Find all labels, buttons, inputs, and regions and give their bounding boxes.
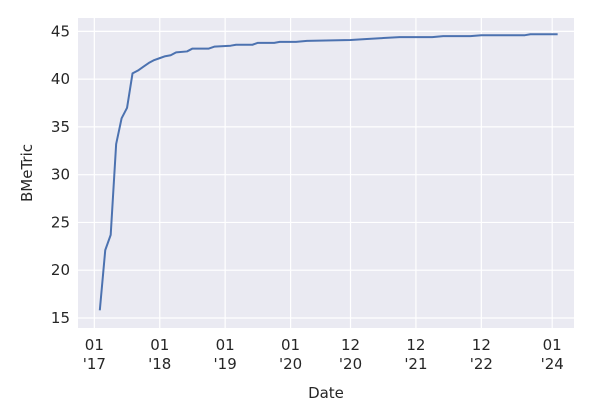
x-tick-label-line: '17 <box>83 355 106 373</box>
y-tick-label: 45 <box>51 22 70 40</box>
y-tick-label: 25 <box>51 213 70 231</box>
x-tick-label-line: 01 <box>150 336 169 354</box>
x-tick-label-line: '20 <box>339 355 362 373</box>
x-tick-label-line: 01 <box>543 336 562 354</box>
x-tick-label-line: '20 <box>279 355 302 373</box>
x-tick-label: 12'22 <box>470 336 493 373</box>
x-tick-label-line: 01 <box>85 336 104 354</box>
x-tick-label: 01'18 <box>148 336 171 373</box>
x-tick-label-line: 12 <box>472 336 491 354</box>
x-tick-label-line: 01 <box>281 336 300 354</box>
x-tick-label-line: '19 <box>214 355 237 373</box>
x-tick-label: 12'21 <box>404 336 427 373</box>
x-tick-label: 01'17 <box>83 336 106 373</box>
y-tick-label: 40 <box>51 70 70 88</box>
x-tick-label-line: '21 <box>404 355 427 373</box>
y-tick-label: 35 <box>51 118 70 136</box>
y-tick-label: 15 <box>51 309 70 327</box>
x-axis-label: Date <box>308 384 344 402</box>
x-tick-label-line: '22 <box>470 355 493 373</box>
y-tick-label: 30 <box>51 166 70 184</box>
x-tick-label: 01'24 <box>541 336 564 373</box>
x-tick-label-line: '18 <box>148 355 171 373</box>
plot-area <box>78 18 574 328</box>
data-line <box>98 33 558 311</box>
y-axis-label: BMeTric <box>18 144 36 202</box>
x-tick-label-line: 12 <box>341 336 360 354</box>
x-tick-label: 01'20 <box>279 336 302 373</box>
x-tick-label: 01'19 <box>214 336 237 373</box>
x-tick-label-line: 01 <box>216 336 235 354</box>
x-tick-label-line: '24 <box>541 355 564 373</box>
x-tick-label-line: 12 <box>406 336 425 354</box>
y-tick-label: 20 <box>51 261 70 279</box>
x-tick-label: 12'20 <box>339 336 362 373</box>
